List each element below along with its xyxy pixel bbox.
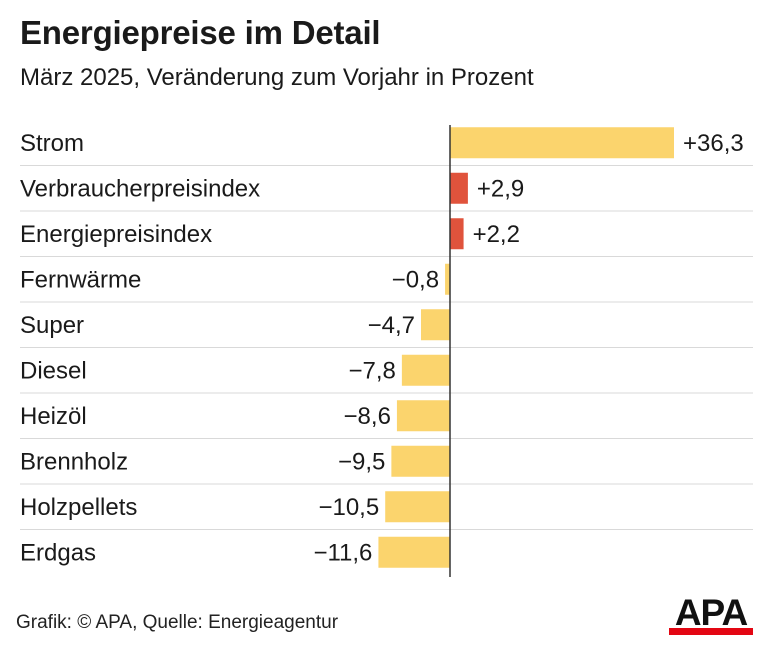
chart-subtitle: März 2025, Veränderung zum Vorjahr in Pr… <box>20 64 534 91</box>
value-label: −10,5 <box>318 494 379 521</box>
value-label: −8,6 <box>344 403 391 430</box>
bar <box>450 218 464 250</box>
value-label: −9,5 <box>338 448 385 475</box>
bar <box>450 172 468 204</box>
category-label: Brennholz <box>20 448 128 475</box>
value-label: −4,7 <box>368 312 415 339</box>
value-label: −0,8 <box>392 266 439 293</box>
source-credit: Grafik: © APA, Quelle: Energieagentur <box>16 612 339 633</box>
chart-title: Energiepreise im Detail <box>20 14 381 51</box>
value-label: +2,2 <box>473 221 520 248</box>
category-label: Holzpellets <box>20 494 137 521</box>
apa-logo-bar <box>669 628 753 635</box>
bar <box>391 445 450 477</box>
apa-logo-text: APA <box>674 592 748 633</box>
value-label: −7,8 <box>348 357 395 384</box>
bar <box>396 400 450 432</box>
category-label: Fernwärme <box>20 266 141 293</box>
apa-logo: APA <box>669 592 753 636</box>
bar <box>385 491 450 523</box>
category-label: Heizöl <box>20 403 87 430</box>
category-label: Verbraucherpreisindex <box>20 175 260 202</box>
category-label: Erdgas <box>20 539 96 566</box>
value-label: −11,6 <box>313 539 372 566</box>
category-label: Diesel <box>20 357 87 384</box>
bar <box>420 309 450 341</box>
bar <box>401 354 450 386</box>
category-label: Strom <box>20 130 84 157</box>
value-label: +2,9 <box>477 175 524 202</box>
bar <box>445 263 450 295</box>
category-label: Super <box>20 312 84 339</box>
bar <box>450 127 674 159</box>
category-label: Energiepreisindex <box>20 221 212 248</box>
value-label: +36,3 <box>683 130 744 157</box>
bar <box>378 536 450 568</box>
